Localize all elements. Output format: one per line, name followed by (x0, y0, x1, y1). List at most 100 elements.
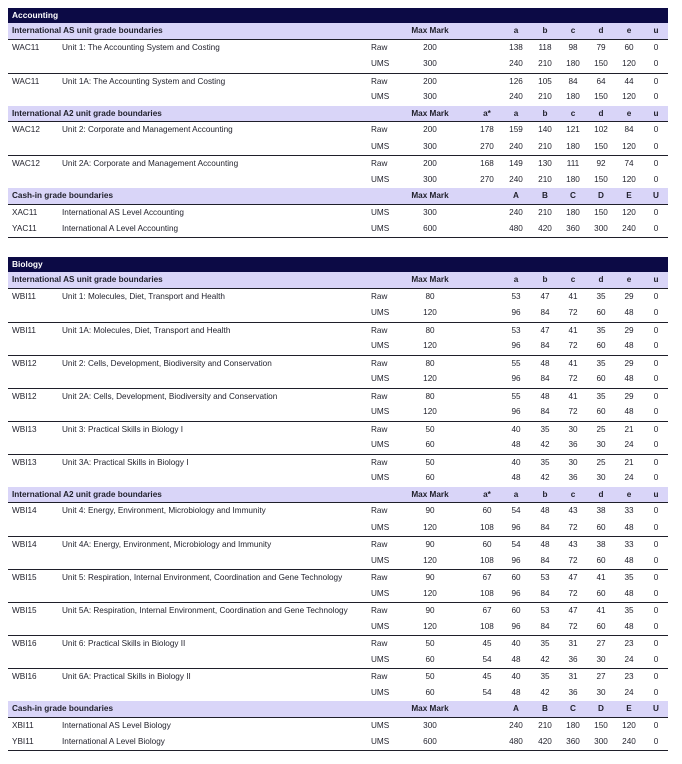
table-row: WAC11 Unit 1A: The Accounting System and … (8, 72, 668, 90)
grade-header: u (653, 26, 659, 35)
unit-code: WBI15 (12, 573, 37, 582)
grade-header: c (570, 275, 576, 284)
grade-boundary: 48 (624, 407, 634, 416)
grade-boundary: 159 (509, 125, 523, 134)
unit-title: Unit 6A: Practical Skills in Biology II (62, 672, 191, 681)
grade-boundary: 48 (540, 540, 550, 549)
group-heading: Cash-in grade boundaries (12, 704, 113, 713)
unit-code: WBI15 (12, 606, 37, 615)
grade-boundary: 35 (624, 573, 634, 582)
mark-type: UMS (371, 92, 390, 101)
table-row: WAC12 Unit 2A: Corporate and Management A… (8, 155, 668, 172)
mark-type: UMS (371, 654, 390, 664)
grade-boundary: 38 (596, 506, 606, 515)
grade-boundary: 240 (622, 224, 636, 233)
grade-boundary: 120 (622, 141, 636, 151)
max-mark: 600 (423, 737, 437, 746)
mark-type: UMS (371, 621, 390, 631)
max-mark: 60 (425, 654, 435, 664)
unit-title: Unit 5: Respiration, Internal Environmen… (62, 573, 343, 582)
mark-type: Raw (371, 358, 388, 368)
unit-code: WAC12 (12, 159, 40, 168)
max-mark: 120 (423, 555, 437, 565)
table-row: UMS 300 240 210 180 150 120 0 (8, 56, 668, 73)
grade-header: a (513, 108, 519, 118)
grade-boundary: 96 (511, 621, 521, 631)
grade-header: b (542, 275, 548, 284)
grade-boundary: 480 (509, 224, 523, 233)
grade-boundary: 60 (596, 341, 606, 350)
grade-header: d (598, 489, 604, 499)
group-header: International AS unit grade boundaries Ma… (8, 23, 668, 40)
grade-boundary: 60 (596, 588, 606, 598)
grade-boundary: 98 (568, 42, 578, 52)
grade-boundary: 96 (511, 588, 521, 598)
unit-title: Unit 6: Practical Skills in Biology II (62, 639, 186, 648)
group-heading: International AS unit grade boundaries (12, 26, 163, 35)
max-mark: 120 (423, 341, 437, 350)
grade-boundary: 210 (538, 92, 552, 101)
grade-boundary: 0 (653, 440, 659, 449)
grade-boundary: 150 (594, 720, 608, 730)
grade-boundary: 138 (509, 42, 523, 52)
grade-header: e (626, 26, 632, 35)
max-mark: 300 (423, 141, 437, 151)
grade-boundary: 42 (540, 473, 550, 482)
grade-boundary: 60 (596, 621, 606, 631)
unit-code: XBI11 (12, 720, 34, 730)
grade-boundary: 31 (568, 639, 578, 648)
astar-boundary: 60 (482, 540, 492, 549)
grade-header: C (570, 704, 576, 713)
grade-header: b (542, 26, 548, 35)
grade-boundary: 29 (624, 391, 634, 401)
grade-boundary: 72 (568, 555, 578, 565)
grade-header: U (653, 704, 659, 713)
max-mark: 120 (423, 621, 437, 631)
grade-boundary: 360 (566, 737, 580, 746)
grade-boundary: 0 (653, 555, 659, 565)
astar-header: a* (483, 108, 491, 118)
astar-boundary: 270 (480, 174, 494, 184)
section-accounting: Accounting International AS unit grade bo… (8, 8, 668, 238)
grade-boundary: 24 (624, 687, 634, 697)
grade-header: A (513, 191, 519, 200)
grade-boundary: 48 (511, 687, 521, 697)
grade-boundary: 240 (509, 141, 523, 151)
grade-boundary: 0 (653, 639, 659, 648)
max-mark: 90 (425, 540, 435, 549)
grade-boundary: 48 (624, 522, 634, 532)
grade-boundary: 0 (653, 358, 659, 368)
grade-boundary: 72 (568, 341, 578, 350)
grade-boundary: 60 (596, 374, 606, 383)
max-mark: 50 (425, 672, 435, 681)
grade-boundary: 48 (511, 473, 521, 482)
grade-header: e (626, 275, 632, 284)
grade-boundary: 150 (594, 92, 608, 101)
unit-title: Unit 1A: The Accounting System and Costi… (62, 76, 226, 86)
grade-boundary: 72 (568, 522, 578, 532)
grade-boundary: 130 (538, 159, 552, 168)
group-header: Cash-in grade boundaries Max Mark A B C D E U (8, 188, 668, 205)
grade-boundary: 29 (624, 325, 634, 335)
unit-title: Unit 2: Corporate and Management Account… (62, 125, 233, 134)
table-row: UMS 60 48 42 36 30 24 0 (8, 470, 668, 487)
grade-boundary: 48 (624, 341, 634, 350)
max-mark-header: Max Mark (411, 26, 449, 35)
grade-boundary: 0 (653, 473, 659, 482)
grade-boundary: 60 (511, 573, 521, 582)
grade-boundary: 240 (509, 174, 523, 184)
grade-boundary: 48 (511, 440, 521, 449)
grade-boundary: 360 (566, 224, 580, 233)
table-row: WBI13 Unit 3A: Practical Skills in Biolog… (8, 453, 668, 471)
grade-header: E (626, 191, 632, 200)
grade-boundary: 102 (594, 125, 608, 134)
grade-boundary: 0 (653, 573, 659, 582)
max-mark: 80 (425, 291, 435, 301)
table-row: WBI11 Unit 1: Molecules, Diet, Transport … (8, 289, 668, 306)
table-row: UMS 120 96 84 72 60 48 0 (8, 305, 668, 322)
grade-header: u (653, 275, 659, 284)
mark-type: Raw (371, 457, 388, 467)
mark-type: UMS (371, 588, 390, 598)
max-mark: 120 (423, 374, 437, 383)
astar-boundary: 45 (482, 672, 492, 681)
